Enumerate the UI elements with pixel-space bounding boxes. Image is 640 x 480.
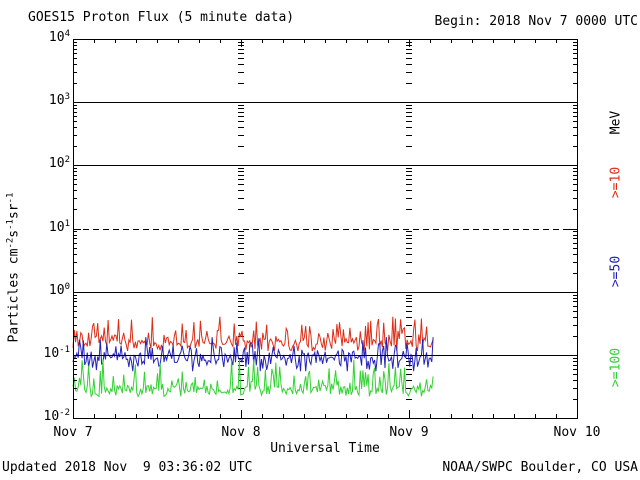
x-axis-title: Universal Time (270, 441, 380, 456)
x-tick-label: Nov 10 (553, 425, 601, 440)
y-tick-label: 10-2 (43, 408, 71, 424)
y-tick-label: 104 (48, 29, 70, 45)
source-attribution-label: NOAA/SWPC Boulder, CO USA (442, 460, 638, 475)
x-tick-label: Nov 9 (389, 425, 429, 440)
flux-trace--10-mev (72, 316, 434, 352)
y-tick-label: 103 (48, 92, 70, 108)
y-axis-title: Particles cm-2s-1sr-1 (5, 192, 22, 343)
y-tick-label: 101 (48, 219, 70, 235)
flux-trace--100-mev (72, 359, 434, 399)
updated-timestamp-label: Updated 2018 Nov 9 03:36:02 UTC (2, 460, 253, 475)
begin-timestamp-label: Begin: 2018 Nov 7 0000 UTC (434, 14, 639, 29)
y-tick-label: 10-1 (43, 345, 71, 361)
right-axis-series-label: >=100 (608, 347, 624, 388)
y-tick-label: 102 (48, 155, 70, 171)
chart-title: GOES15 Proton Flux (5 minute data) (28, 10, 295, 25)
x-tick-label: Nov 8 (221, 425, 261, 440)
x-tick-label: Nov 7 (53, 425, 93, 440)
flux-trace--50-mev (72, 337, 434, 372)
y-tick-label: 100 (48, 282, 70, 298)
